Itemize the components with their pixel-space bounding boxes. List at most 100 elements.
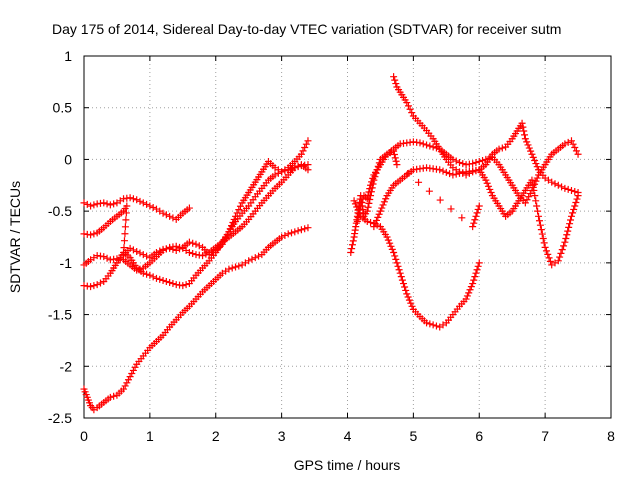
data-point: [469, 160, 477, 168]
data-point: [393, 161, 401, 169]
data-point: [482, 176, 490, 184]
data-point: [123, 202, 131, 210]
data-point: [304, 137, 312, 145]
data-point: [571, 202, 579, 210]
data-point: [532, 160, 540, 168]
data-point: [558, 246, 566, 254]
data-point: [390, 147, 398, 155]
data-point: [121, 230, 129, 238]
data-point: [498, 144, 506, 152]
data-point: [416, 139, 424, 147]
data-point: [466, 286, 474, 294]
data-point: [470, 219, 478, 227]
data-point: [455, 169, 463, 177]
data-point: [539, 234, 547, 242]
data-point: [120, 237, 128, 245]
data-point: [561, 140, 569, 148]
data-point: [281, 167, 289, 175]
data-point: [475, 202, 483, 210]
data-point: [110, 392, 118, 400]
data-point: [106, 393, 114, 401]
data-point: [120, 385, 128, 393]
data-point: [532, 197, 540, 205]
data-point: [484, 182, 492, 190]
data-point: [537, 226, 545, 234]
data-point: [458, 214, 466, 222]
data-point: [538, 230, 546, 238]
data-point: [236, 202, 244, 210]
data-point: [405, 296, 413, 304]
data-point: [189, 239, 197, 247]
data-point: [518, 119, 526, 127]
data-point: [103, 200, 111, 208]
data-point: [110, 200, 118, 208]
data-point: [574, 192, 582, 200]
data-point: [390, 73, 398, 81]
data-point: [442, 168, 450, 176]
data-point: [371, 220, 379, 228]
data-point: [294, 163, 302, 171]
data-point: [372, 169, 380, 177]
data-point: [524, 141, 532, 149]
data-point: [393, 259, 401, 267]
data-point: [131, 363, 139, 371]
data-point: [297, 150, 305, 158]
data-point: [126, 244, 134, 252]
data-point: [439, 167, 447, 175]
data-point: [96, 279, 104, 287]
data-point: [564, 138, 572, 146]
data-point: [146, 202, 154, 210]
data-point: [449, 171, 457, 179]
data-point: [375, 159, 383, 167]
data-point: [225, 265, 233, 273]
data-point: [366, 196, 374, 204]
data-point: [383, 150, 391, 158]
data-point: [365, 199, 373, 207]
data-point: [465, 289, 473, 297]
x-tick-label: 3: [278, 428, 286, 444]
series-arc-3: [80, 161, 312, 274]
data-point: [274, 169, 282, 177]
data-point: [475, 259, 483, 267]
data-point: [378, 204, 386, 212]
data-point: [351, 200, 359, 208]
data-point: [185, 204, 193, 212]
data-point: [425, 187, 433, 195]
data-point: [172, 242, 180, 250]
data-point: [471, 273, 479, 281]
data-point: [533, 174, 541, 182]
data-point: [386, 149, 394, 157]
data-point: [432, 322, 440, 330]
data-point: [146, 271, 154, 279]
data-point: [404, 169, 412, 177]
data-point: [166, 212, 174, 220]
data-point: [126, 194, 134, 202]
data-point: [521, 131, 529, 139]
data-point: [392, 157, 400, 165]
data-point: [408, 302, 416, 310]
data-point: [348, 241, 356, 249]
data-point: [179, 282, 187, 290]
data-point: [288, 165, 296, 173]
data-point: [565, 223, 573, 231]
x-axis-label: GPS time / hours: [294, 457, 401, 473]
data-point: [551, 180, 559, 188]
data-point: [288, 229, 296, 237]
data-point: [561, 238, 569, 246]
data-point: [195, 242, 203, 250]
data-point: [419, 140, 427, 148]
data-point: [561, 184, 569, 192]
data-point: [396, 269, 404, 277]
data-point: [520, 127, 528, 135]
data-point: [133, 247, 141, 255]
data-point: [271, 171, 279, 179]
data-point: [143, 270, 151, 278]
data-point: [469, 280, 477, 288]
data-point: [386, 239, 394, 247]
data-point: [375, 210, 383, 218]
data-point: [566, 220, 574, 228]
data-point: [542, 247, 550, 255]
data-point: [523, 138, 531, 146]
data-point: [159, 276, 167, 284]
y-tick-label: 0.5: [53, 100, 73, 116]
